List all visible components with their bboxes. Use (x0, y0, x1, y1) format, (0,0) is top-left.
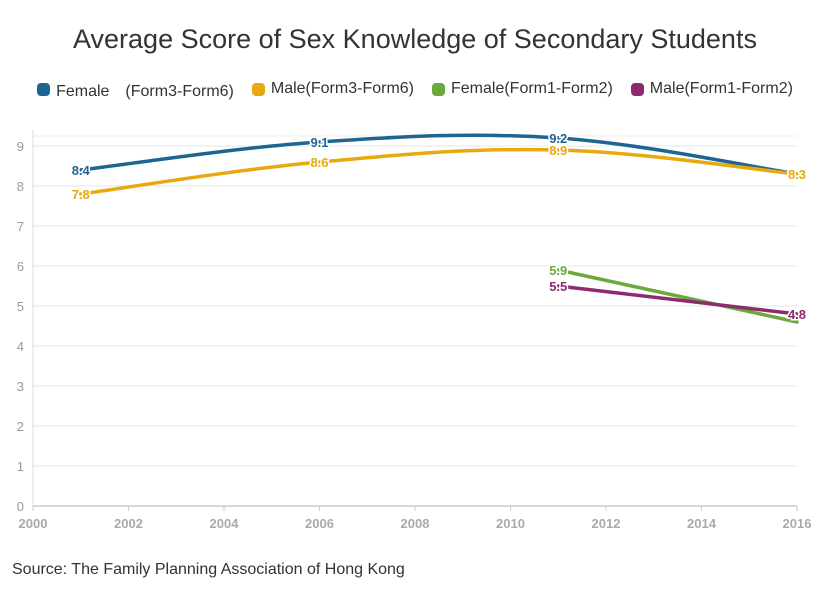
legend-item-female-form3-6[interactable]: Female (Form3-Form6) (37, 77, 234, 101)
legend-item-female-form1-2[interactable]: Female(Form1-Form2) (432, 77, 613, 101)
x-tick-label: 2016 (783, 516, 812, 531)
data-label: 9.2 (549, 131, 567, 146)
data-label: 5.5 (549, 279, 567, 294)
data-label: 8.3 (788, 167, 806, 182)
y-tick-label: 7 (17, 219, 24, 234)
x-tick-label: 2000 (19, 516, 48, 531)
legend-label: Female(Form1-Form2) (451, 80, 613, 97)
x-tick-label: 2012 (592, 516, 621, 531)
y-tick-label: 6 (17, 259, 24, 274)
x-tick-label: 2002 (114, 516, 143, 531)
series-line (556, 268, 799, 324)
x-tick-label: 2014 (687, 516, 717, 531)
data-label: 8.4 (72, 163, 91, 178)
y-tick-label: 9 (17, 139, 24, 154)
data-label: 8.6 (310, 155, 328, 170)
y-tick-label: 5 (17, 299, 24, 314)
y-tick-label: 4 (17, 339, 24, 354)
x-tick-label: 2004 (210, 516, 240, 531)
data-label: 7.8 (72, 187, 90, 202)
source-note: Source: The Family Planning Association … (12, 561, 405, 578)
y-tick-label: 2 (17, 419, 24, 434)
legend-label: Male(Form3-Form6) (270, 80, 414, 97)
legend-swatch (251, 82, 265, 96)
legend-item-male-form1-2[interactable]: Male(Form1-Form2) (630, 77, 793, 101)
y-tick-label: 3 (17, 379, 24, 394)
legend-label: Male(Form1-Form2) (649, 80, 793, 97)
data-label: 9.1 (310, 135, 328, 150)
x-tick-label: 2010 (496, 516, 525, 531)
legend-label: Female (Form3-Form6) (56, 83, 234, 100)
series-line (79, 147, 799, 196)
legend-swatch (630, 82, 644, 96)
legend-swatch (432, 82, 445, 96)
data-label: 4.8 (788, 307, 806, 322)
x-tick-label: 2006 (305, 516, 334, 531)
y-tick-label: 0 (17, 499, 24, 514)
series-line (556, 284, 799, 316)
y-tick-label: 8 (17, 179, 24, 194)
y-tick-label: 1 (17, 459, 24, 474)
data-label: 5.9 (549, 263, 567, 278)
chart-legend: Female (Form3-Form6) Male(Form3-Form6) F… (0, 77, 830, 101)
legend-item-male-form3-6[interactable]: Male(Form3-Form6) (251, 77, 414, 101)
legend-swatch (37, 82, 51, 96)
x-tick-label: 2008 (401, 516, 430, 531)
data-label: 8.9 (549, 143, 567, 158)
series-line (79, 133, 799, 176)
chart-title: Average Score of Sex Knowledge of Second… (73, 24, 757, 54)
